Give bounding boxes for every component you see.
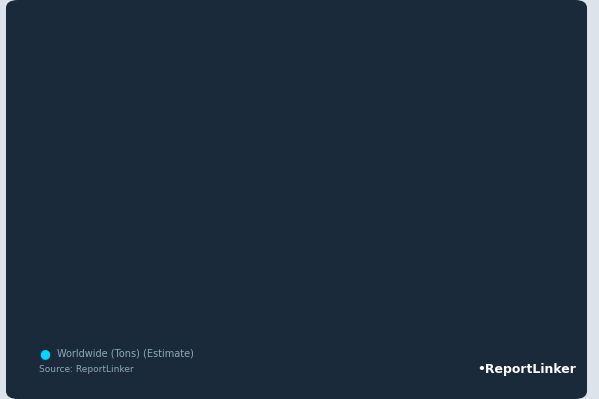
Point [274,166,283,173]
Point [354,151,364,158]
Y-axis label: Thousand Metric Tons: Thousand Metric Tons [44,114,58,249]
Point [514,157,524,164]
Text: Worldwide (Tons) (Estimate): Worldwide (Tons) (Estimate) [57,348,194,358]
Text: •ReportLinker: •ReportLinker [477,363,577,375]
X-axis label: Year: Year [310,334,343,350]
Text: Source: ReportLinker: Source: ReportLinker [39,365,134,373]
Point [434,155,443,161]
Text: ●: ● [39,347,50,359]
Point [193,172,203,179]
